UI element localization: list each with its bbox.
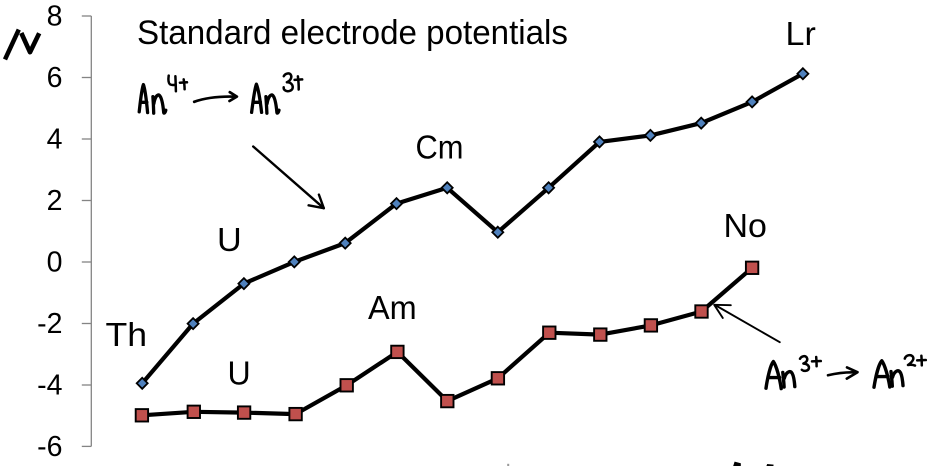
- svg-text:-6: -6: [37, 431, 62, 463]
- svg-text:U: U: [217, 221, 242, 258]
- svg-text:-2: -2: [37, 308, 62, 340]
- svg-text:2: 2: [47, 185, 63, 217]
- svg-text:No: No: [724, 207, 767, 244]
- svg-text:U: U: [228, 355, 251, 392]
- svg-text:Standard electrode potentials: Standard electrode potentials: [137, 14, 568, 52]
- svg-text:Th: Th: [106, 316, 148, 353]
- svg-text:0: 0: [47, 247, 63, 279]
- svg-text:8: 8: [47, 1, 63, 33]
- svg-text:-4: -4: [37, 370, 62, 402]
- svg-text:Cm: Cm: [416, 129, 464, 166]
- svg-text:6: 6: [47, 62, 63, 94]
- svg-text:Lr: Lr: [786, 15, 816, 52]
- svg-text:Am: Am: [368, 289, 417, 326]
- svg-text:4: 4: [47, 124, 63, 156]
